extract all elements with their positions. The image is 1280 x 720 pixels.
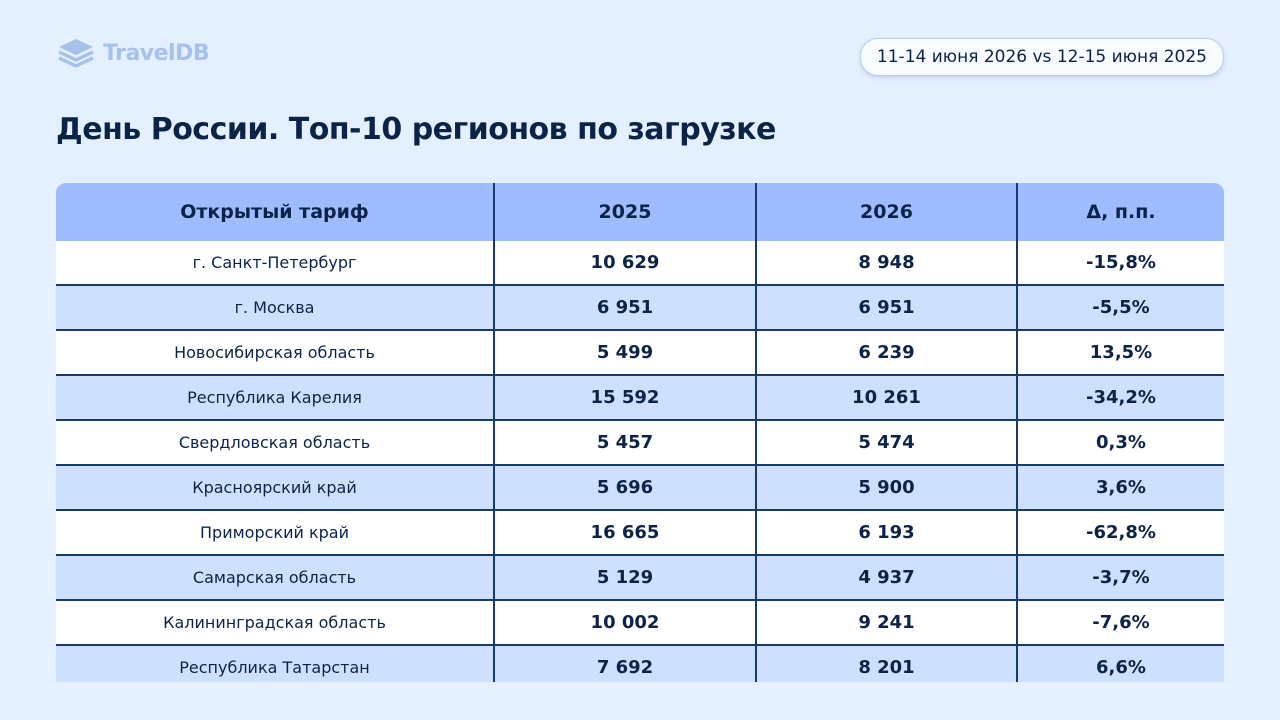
page-title: День России. Топ-10 регионов по загрузке: [56, 112, 776, 147]
region-cell: г. Санкт-Петербург: [56, 241, 494, 285]
table-row: Свердловская область 5 457 5 474 0,3%: [56, 419, 1224, 465]
table-row: г. Москва 6 951 6 951 -5,5%: [56, 284, 1224, 330]
delta-cell: 0,3%: [1016, 419, 1224, 465]
value-2025-cell: 5 457: [493, 419, 756, 465]
value-2025-cell: 10 002: [493, 599, 756, 645]
column-header-region: Открытый тариф: [56, 183, 494, 241]
value-2025-cell: 15 592: [493, 374, 756, 420]
value-2025-cell: 10 629: [493, 241, 756, 285]
regions-table-container: Открытый тариф 2025 2026 Δ, п.п. г. Санк…: [56, 183, 1224, 682]
value-2026-cell: 5 474: [755, 419, 1017, 465]
region-cell: Самарская область: [56, 554, 494, 600]
delta-cell: -15,8%: [1016, 241, 1224, 285]
table-row: Приморский край 16 665 6 193 -62,8%: [56, 509, 1224, 555]
brand-name: TravelDB: [103, 40, 210, 66]
value-2026-cell: 5 900: [755, 464, 1017, 510]
region-cell: Калининградская область: [56, 599, 494, 645]
column-header-2025: 2025: [493, 183, 756, 241]
region-cell: Приморский край: [56, 509, 494, 555]
value-2026-cell: 8 201: [755, 644, 1017, 682]
table-row: Республика Татарстан 7 692 8 201 6,6%: [56, 644, 1224, 682]
table-row: Республика Карелия 15 592 10 261 -34,2%: [56, 374, 1224, 420]
stacked-layers-icon: [58, 39, 94, 68]
value-2025-cell: 7 692: [493, 644, 756, 682]
delta-cell: -62,8%: [1016, 509, 1224, 555]
table-row: Красноярский край 5 696 5 900 3,6%: [56, 464, 1224, 510]
value-2026-cell: 10 261: [755, 374, 1017, 420]
delta-cell: 3,6%: [1016, 464, 1224, 510]
value-2025-cell: 5 499: [493, 329, 756, 375]
delta-cell: -7,6%: [1016, 599, 1224, 645]
region-cell: Новосибирская область: [56, 329, 494, 375]
region-cell: Республика Карелия: [56, 374, 494, 420]
value-2026-cell: 6 193: [755, 509, 1017, 555]
region-cell: Красноярский край: [56, 464, 494, 510]
value-2026-cell: 8 948: [755, 241, 1017, 285]
value-2025-cell: 5 696: [493, 464, 756, 510]
region-cell: Свердловская область: [56, 419, 494, 465]
value-2025-cell: 5 129: [493, 554, 756, 600]
date-range-badge: 11-14 июня 2026 vs 12-15 июня 2025: [859, 38, 1224, 76]
regions-table: Открытый тариф 2025 2026 Δ, п.п. г. Санк…: [56, 183, 1224, 682]
delta-cell: -5,5%: [1016, 284, 1224, 330]
delta-cell: 13,5%: [1016, 329, 1224, 375]
value-2025-cell: 6 951: [493, 284, 756, 330]
brand-logo: TravelDB: [56, 36, 210, 70]
column-header-delta: Δ, п.п.: [1016, 183, 1224, 241]
table-row: г. Санкт-Петербург 10 629 8 948 -15,8%: [56, 241, 1224, 285]
delta-cell: -3,7%: [1016, 554, 1224, 600]
value-2026-cell: 6 239: [755, 329, 1017, 375]
delta-cell: 6,6%: [1016, 644, 1224, 682]
region-cell: г. Москва: [56, 284, 494, 330]
region-cell: Республика Татарстан: [56, 644, 494, 682]
value-2026-cell: 4 937: [755, 554, 1017, 600]
value-2026-cell: 6 951: [755, 284, 1017, 330]
value-2025-cell: 16 665: [493, 509, 756, 555]
column-header-2026: 2026: [755, 183, 1017, 241]
table-row: Самарская область 5 129 4 937 -3,7%: [56, 554, 1224, 600]
delta-cell: -34,2%: [1016, 374, 1224, 420]
table-row: Новосибирская область 5 499 6 239 13,5%: [56, 329, 1224, 375]
value-2026-cell: 9 241: [755, 599, 1017, 645]
table-row: Калининградская область 10 002 9 241 -7,…: [56, 599, 1224, 645]
table-header-row: Открытый тариф 2025 2026 Δ, п.п.: [56, 183, 1224, 241]
